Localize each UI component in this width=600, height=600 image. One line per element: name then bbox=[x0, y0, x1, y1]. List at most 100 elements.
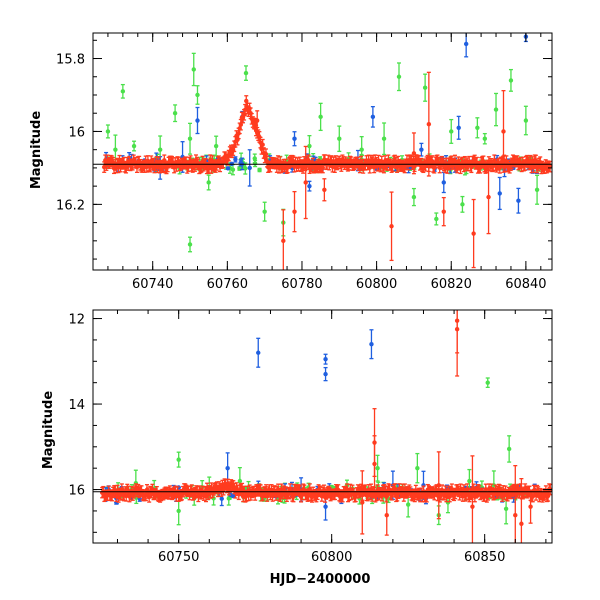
blue-outlier-point bbox=[247, 149, 252, 187]
green-outlier-point bbox=[105, 124, 111, 139]
blue-outlier-point bbox=[419, 142, 424, 157]
red-outlier-point bbox=[281, 209, 286, 270]
red-outlier-point bbox=[471, 198, 476, 269]
green-outlier-point bbox=[506, 435, 512, 463]
blue-outlier-point bbox=[516, 187, 521, 214]
red-outlier-point bbox=[254, 110, 260, 131]
y-tick-label: 16.2 bbox=[56, 198, 85, 213]
green-outlier-point bbox=[523, 105, 529, 136]
green-outlier-point bbox=[187, 236, 193, 253]
green-outlier-point bbox=[375, 454, 380, 482]
red-outlier-point bbox=[411, 132, 417, 175]
blue-outlier-point bbox=[369, 329, 374, 360]
green-outlier-point bbox=[131, 140, 137, 152]
green-outlier-point bbox=[120, 83, 126, 99]
blue-outlier-point bbox=[441, 171, 446, 194]
green-outlier-point bbox=[381, 122, 387, 156]
red-band-point bbox=[238, 118, 244, 131]
blue-outlier-point bbox=[292, 131, 297, 147]
red-outlier-point bbox=[470, 455, 475, 543]
red-outlier-point bbox=[528, 489, 533, 524]
red-outlier-point bbox=[292, 190, 297, 233]
green-outlier-point bbox=[176, 451, 181, 468]
green-outlier-point bbox=[191, 52, 196, 87]
red-outlier-point bbox=[441, 196, 446, 227]
bottom-panel-y-axis-label: Magnitude bbox=[41, 391, 56, 470]
top-panel-points bbox=[101, 33, 552, 270]
green-outlier-point bbox=[449, 118, 454, 144]
red-outlier-point bbox=[513, 464, 518, 543]
green-outlier-point bbox=[337, 125, 342, 153]
bottom-panel-x-axis-label: HJD−2400000 bbox=[270, 572, 371, 587]
red-outlier-point bbox=[360, 470, 365, 535]
green-outlier-point bbox=[262, 201, 267, 222]
red-outlier-point bbox=[389, 191, 394, 262]
red-outlier-point bbox=[501, 90, 506, 173]
red-band-point bbox=[392, 483, 398, 495]
green-outlier-point bbox=[482, 132, 488, 145]
green-outlier-point bbox=[172, 104, 178, 123]
x-tick-label: 60840 bbox=[505, 277, 546, 292]
red-outlier-point bbox=[486, 159, 491, 235]
red-outlier-point bbox=[454, 310, 460, 377]
red-outlier-point bbox=[303, 145, 308, 220]
green-outlier-point bbox=[243, 65, 249, 81]
blue-outlier-point bbox=[370, 106, 376, 128]
blue-outlier-point bbox=[323, 366, 328, 382]
x-tick-label: 60800 bbox=[311, 550, 352, 565]
green-outlier-point bbox=[213, 135, 219, 157]
green-outlier-point bbox=[422, 73, 428, 102]
blue-outlier-point bbox=[456, 115, 461, 140]
red-outlier-point bbox=[322, 178, 327, 202]
green-outlier-point bbox=[318, 102, 323, 132]
y-tick-label: 12 bbox=[68, 313, 85, 328]
x-tick-label: 60820 bbox=[431, 277, 472, 292]
green-baseline-point bbox=[252, 159, 258, 168]
green-outlier-point bbox=[206, 174, 211, 191]
red-outlier-point bbox=[384, 494, 389, 536]
red-outlier-point bbox=[436, 451, 441, 520]
x-tick-label: 60800 bbox=[356, 277, 397, 292]
red-outlier-point bbox=[426, 71, 432, 177]
y-tick-label: 16 bbox=[68, 125, 85, 140]
blue-outlier-point bbox=[307, 180, 312, 192]
blue-outlier-point bbox=[323, 353, 328, 365]
green-baseline-point bbox=[257, 167, 262, 173]
blue-baseline-point bbox=[233, 156, 238, 163]
green-outlier-point bbox=[411, 187, 417, 207]
green-outlier-point bbox=[434, 212, 439, 226]
y-tick-label: 15.8 bbox=[56, 53, 85, 68]
green-outlier-point bbox=[475, 117, 480, 139]
green-outlier-point bbox=[187, 122, 193, 155]
bottom-panel-frame bbox=[92, 309, 553, 544]
x-tick-label: 60750 bbox=[158, 550, 199, 565]
top-panel-ticks: 60740 60760 60780 60800 60820 60840 15.8 16 16.2 bbox=[56, 33, 552, 292]
blue-outlier-point bbox=[256, 337, 261, 368]
blue-outlier-point bbox=[195, 106, 200, 135]
red-band-point bbox=[244, 95, 249, 107]
green-baseline-point bbox=[243, 162, 248, 175]
x-tick-label: 60740 bbox=[132, 277, 173, 292]
bottom-panel-points bbox=[99, 310, 552, 543]
green-outlier-point bbox=[508, 68, 514, 92]
blue-outlier-point bbox=[497, 176, 502, 211]
green-outlier-point bbox=[415, 452, 420, 484]
green-outlier-point bbox=[534, 174, 540, 205]
green-outlier-point bbox=[485, 377, 490, 389]
green-outlier-point bbox=[396, 62, 402, 92]
green-outlier-point bbox=[460, 195, 465, 213]
top-panel-y-axis-label: Magnitude bbox=[29, 111, 44, 190]
x-tick-label: 60850 bbox=[464, 550, 505, 565]
x-tick-label: 60760 bbox=[207, 277, 248, 292]
bottom-panel-ticks: 60750 60800 60850 12 14 16 bbox=[68, 310, 552, 565]
top-panel-frame bbox=[92, 32, 553, 271]
y-tick-label: 16 bbox=[68, 484, 85, 499]
y-tick-label: 14 bbox=[68, 398, 85, 413]
x-tick-label: 60780 bbox=[281, 277, 322, 292]
top-panel: 60740 60760 60780 60800 60820 60840 15.8 16 16.2… bbox=[29, 32, 553, 292]
blue-baseline-point bbox=[225, 166, 231, 171]
bottom-panel: 60750 60800 60850 12 14 16 Magnitude HJD−2400… bbox=[41, 309, 553, 587]
red-outlier-point bbox=[519, 478, 524, 543]
green-outlier-point bbox=[493, 92, 499, 127]
